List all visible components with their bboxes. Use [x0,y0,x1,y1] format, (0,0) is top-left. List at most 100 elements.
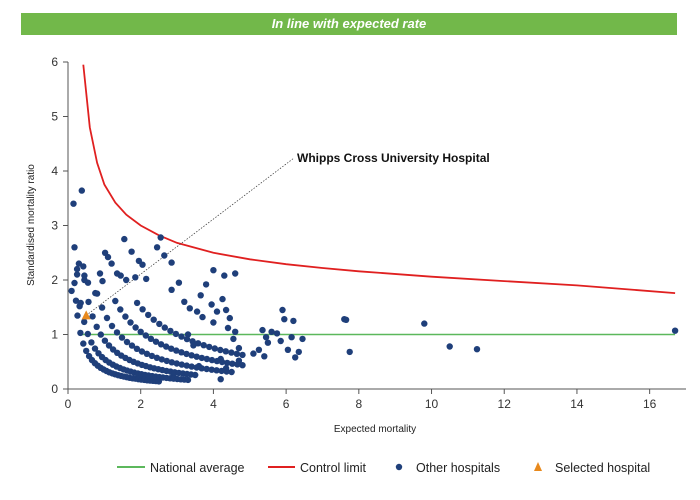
status-banner: In line with expected rate [21,13,677,35]
hospital-point [123,276,130,284]
hospital-point [73,271,81,278]
hospital-point [70,200,77,207]
hospital-point [218,367,225,375]
hospital-point [103,314,111,322]
hospital-point [178,361,185,368]
hospital-point [143,350,151,357]
hospital-point [213,367,220,374]
hospital-point [217,376,224,383]
hospital-point [123,338,131,346]
axes-layer [63,61,686,394]
hospital-point [73,265,81,273]
hospital-point [81,318,88,326]
x-tick-label: 6 [283,397,290,411]
legend-control-limit-label: Control limit [300,461,367,475]
hospital-point [473,346,481,353]
hospital-point [183,362,190,369]
hospital-point [194,340,202,347]
x-tick-label: 8 [355,397,362,411]
hospital-point [188,363,195,370]
hospital-point [85,298,92,306]
hospital-point [264,339,272,346]
hospital-point [224,324,232,332]
y-tick-label: 0 [51,382,58,396]
hospital-point [137,328,144,335]
hospital-point [161,252,168,259]
hospital-point [108,260,115,267]
y-tick-label: 5 [51,110,58,124]
hospital-point [198,354,205,362]
hospital-point [213,308,221,315]
hospital-point [299,335,306,343]
hospital-point [203,355,211,363]
hospital-point [281,316,288,323]
hospital-point [259,326,266,334]
hospital-point [446,343,453,350]
hospital-point [235,344,243,352]
hospital-point [132,274,139,281]
hospital-point [148,352,156,360]
y-tick-label: 1 [51,328,58,342]
hospital-point [208,301,215,308]
hospital-point [189,338,196,345]
hospital-point [80,263,87,270]
hospital-point [198,365,205,372]
hospital-point [218,358,226,366]
hospital-point [117,306,124,313]
hospital-point [96,270,104,277]
hospital-point [172,330,180,338]
other-hospitals-layer [68,187,679,385]
hospital-point [93,290,101,297]
hospital-point [200,342,207,349]
hospital-point [250,350,257,357]
annotation-layer: Whipps Cross University Hospital [85,151,490,316]
hospital-point [122,313,129,320]
hospital-point [138,348,146,355]
hospital-point [93,323,100,330]
hospital-point [153,244,161,251]
hospital-point [228,349,235,356]
y-tick-label: 6 [51,55,58,69]
hospital-point [161,324,168,331]
hospital-point [221,272,228,279]
annotation-leader-line [85,157,295,316]
hospital-point [193,353,200,360]
hospital-point [222,348,229,355]
x-tick-label: 0 [65,397,72,411]
hospital-point [113,329,121,336]
legend-other-hospitals-label: Other hospitals [416,461,500,475]
hospital-point [158,356,165,363]
selected-hospital-layer [81,310,91,320]
hospital-point [232,270,239,277]
hospital-point [173,360,180,367]
hospital-point [127,319,134,326]
hospital-point [74,312,81,319]
y-axis-title: Standardised mortality ratio [26,164,37,286]
hospital-point [78,187,86,194]
hospital-point [346,348,353,356]
hospital-point [188,352,195,359]
hospital-point [193,308,201,315]
annotation-label: Whipps Cross University Hospital [297,151,490,165]
hospital-point [91,345,99,352]
hospital-point [68,287,75,295]
hospital-point [288,334,295,341]
hospital-point [147,335,155,342]
legend-selected-hospital-swatch [534,462,542,471]
hospital-point [132,324,139,331]
hospital-point [128,342,136,349]
hospital-point [142,332,149,339]
hospital-point [255,346,263,353]
hospital-point [292,354,299,361]
hospital-point [143,275,150,283]
hospital-point [89,313,96,320]
hospital-point [239,351,246,359]
hospital-point [239,362,246,369]
hospital-point [173,347,180,354]
hospital-point [671,327,679,334]
hospital-point [229,360,236,367]
hospital-point [202,281,210,288]
hospital-point [145,311,152,319]
hospital-point [139,306,146,313]
x-axis-title: Expected mortality [334,424,416,435]
